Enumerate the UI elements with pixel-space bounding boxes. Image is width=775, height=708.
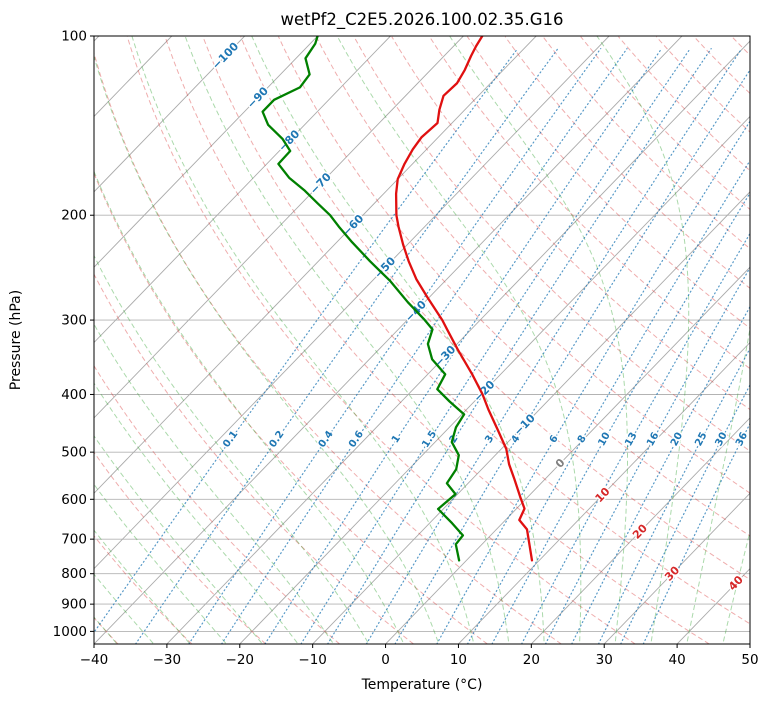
pressure-gridlines [94,35,750,632]
y-tick-label: 500 [61,445,87,461]
x-axis-label: Temperature (°C) [361,677,483,693]
x-tick-label: −10 [298,652,327,668]
plot-title: wetPf2_C2E5.2026.100.02.35.G16 [280,10,563,30]
x-tick-label: 40 [669,652,686,668]
x-tick-label: 20 [523,652,540,668]
plot-border [93,35,751,645]
x-tick-label: −20 [226,652,255,668]
temperature-line [394,36,534,562]
mixing-ratio-label: 3 [483,434,496,446]
y-axis-label: Pressure (hPa) [8,290,24,390]
x-tick-label: −40 [80,652,109,668]
dewpoint-line [261,36,466,562]
y-tick-label: 700 [61,532,87,548]
mixing-ratio-label: 6 [548,434,561,446]
y-tick-label: 400 [61,387,87,403]
mixing-ratio-label: 1 [390,433,403,445]
mixing-ratio-label: 0.1 [221,429,240,450]
dry-adiabat-lines [94,36,750,644]
mixing-ratio-label: 30 [714,431,730,448]
y-tick-label: 600 [61,492,87,508]
mixing-ratio-lines [94,48,750,644]
isotherm-lines [94,36,750,644]
mixing-ratio-label: 25 [693,431,709,448]
x-tick-label: 0 [381,652,390,668]
mixing-ratio-label: 16 [645,431,661,449]
mixing-ratio-label: 13 [623,431,639,449]
y-tick-label: 300 [61,313,87,329]
y-tick-label: 200 [61,208,87,224]
mixing-ratio-label: 0.4 [317,429,336,450]
x-axis-ticks: −40 −30 −20 −10 0 10 20 30 40 50 [80,644,759,668]
y-axis-ticks: 100 200 300 400 500 600 700 800 900 1000 [53,29,94,640]
moist-adiabat-lines [94,36,750,644]
sounding-lines [261,36,534,562]
x-tick-label: 50 [741,652,758,668]
y-tick-label: 800 [61,566,87,582]
x-tick-label: −30 [153,652,182,668]
y-tick-label: 900 [61,597,87,613]
x-tick-label: 30 [596,652,613,668]
mixing-ratio-label: 1.5 [420,429,439,450]
mixing-ratio-label: 0.6 [347,429,366,450]
mixing-ratio-label: 36 [734,431,750,448]
axes: −40 −30 −20 −10 0 10 20 30 40 5010020030040050060… [53,29,759,669]
y-tick-label: 100 [61,29,87,45]
mixing-ratio-label: 0.2 [267,429,286,450]
x-tick-label: 10 [450,652,467,668]
mixing-ratio-labels: 0.1 0.2 0.4 0.6 1 1.5 2 3 4 6 8 10 13 16 20 25 30 36 [220,427,750,451]
y-tick-label: 1000 [53,624,87,640]
mixing-ratio-label: 10 [596,431,612,449]
